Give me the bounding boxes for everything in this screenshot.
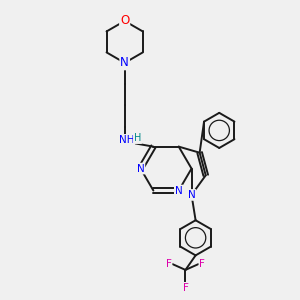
Text: F: F <box>166 259 172 269</box>
Text: F: F <box>182 283 188 293</box>
Text: N: N <box>120 56 129 69</box>
Text: N: N <box>188 190 195 200</box>
Text: N: N <box>175 185 183 196</box>
Text: NH: NH <box>118 135 134 145</box>
Text: F: F <box>200 259 205 269</box>
Text: O: O <box>120 14 129 28</box>
Text: H: H <box>134 133 141 143</box>
Text: N: N <box>137 164 144 174</box>
